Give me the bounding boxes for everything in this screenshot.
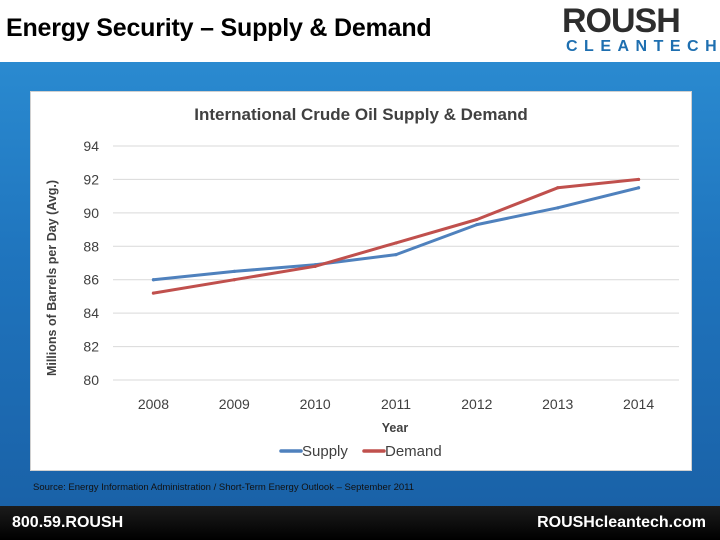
data-point-demand [151,291,156,295]
logo-roush-text: ROUSH [562,2,681,40]
y-tick-label: 88 [83,238,99,254]
y-tick-label: 82 [83,339,99,355]
y-tick-label: 90 [83,205,99,221]
logo-cleantech-text: CLEANTECH [566,38,720,55]
footer-phone-number: 800.59.ROUSH [12,514,124,531]
x-tick-label: 2008 [138,396,169,412]
data-point-demand [556,186,560,190]
footer-bar: 800.59.ROUSH ROUSHcleantech.com [0,506,720,540]
y-tick-label: 84 [83,305,99,321]
chart-title: International Crude Oil Supply & Demand [194,105,527,124]
y-tick-label: 80 [83,372,99,388]
chart-card: International Crude Oil Supply & Demand … [30,91,692,471]
source-note: Source: Energy Information Administratio… [33,482,415,493]
x-tick-label: 2010 [300,396,331,412]
blue-content-panel: International Crude Oil Supply & Demand … [0,62,720,506]
data-point-supply [394,253,398,257]
data-point-demand [394,241,398,245]
data-point-supply [151,278,156,282]
x-axis-label: Year [382,421,409,435]
roush-cleantech-logo: ROUSH CLEANTECH [556,2,718,58]
slide-title: Energy Security – Supply & Demand [6,14,432,42]
y-axis-label: Millions of Barrels per Day (Avg.) [45,180,59,376]
legend-label-supply: Supply [302,443,348,460]
line-chart: International Crude Oil Supply & Demand … [45,105,679,460]
y-tick-label: 86 [83,272,99,288]
series-line-demand [151,177,641,295]
data-point-supply [556,206,560,210]
data-point-demand [636,177,641,182]
legend-label-demand: Demand [385,443,442,460]
footer-website: ROUSHcleantech.com [537,514,706,531]
data-point-demand [232,278,236,282]
x-tick-label: 2009 [219,396,250,412]
x-tick-label: 2013 [542,396,573,412]
slide-header: Energy Security – Supply & Demand ROUSH … [0,0,720,62]
series-line-supply [151,186,641,282]
data-point-supply [232,269,236,273]
x-tick-label: 2011 [381,396,411,412]
data-point-supply [475,222,479,227]
x-tick-label: 2014 [623,396,654,412]
x-tick-label: 2012 [461,396,492,412]
data-point-demand [475,217,479,222]
y-tick-label: 94 [83,138,99,154]
data-point-demand [313,264,317,268]
data-point-supply [636,186,641,190]
y-tick-label: 92 [83,171,99,187]
